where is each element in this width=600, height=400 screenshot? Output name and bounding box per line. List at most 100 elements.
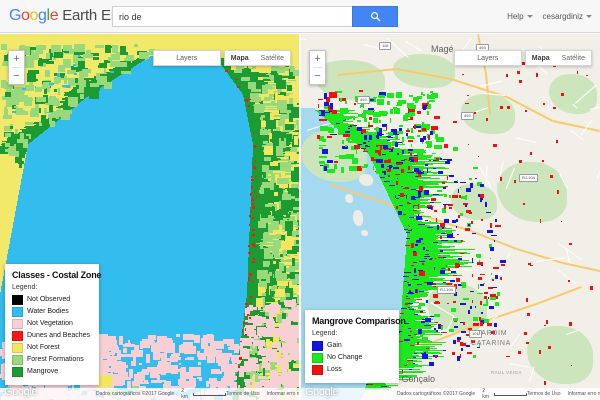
mangrove-cell [319,156,328,158]
raster-cell [53,76,61,84]
bay-water [301,258,408,259]
raster-cell [276,260,279,270]
raster-cell [110,71,127,72]
raster-cell [274,235,297,236]
highway-line [562,262,600,272]
zoom-out-button-right[interactable]: − [314,69,321,82]
raster-cell [125,54,134,62]
raster-cell [127,339,131,346]
report-error-link-right[interactable]: Informar erro no mapa [567,391,600,397]
mangrove-cell [416,216,423,221]
raster-cell [0,360,239,361]
raster-cell [157,374,160,382]
map-pane-left[interactable]: + − Layers Mapa Satélite Classes - Costa… [0,34,299,400]
mangrove-cell [407,284,411,287]
mangrove-cell [370,136,376,141]
mangrove-cell [453,240,457,242]
mangrove-gain-cell [424,258,428,259]
mangrove-gain-cell [408,230,412,231]
report-error-link-left[interactable]: Informar erro no mapa [266,391,299,397]
search-input[interactable] [112,6,352,27]
raster-cell [271,365,275,371]
raster-cell [102,86,238,87]
raster-cell [288,359,291,363]
raster-cell [262,175,274,178]
raster-cell [79,383,92,391]
raster-cell [279,293,291,302]
mangrove-cell [500,263,506,266]
raster-cell [283,95,289,104]
raster-cell [11,234,250,235]
raster-cell [235,383,247,384]
mangrove-cell [397,210,402,215]
bay-water [301,271,407,272]
road-line [509,334,520,348]
mangrove-cell [480,274,485,276]
mangrove-nochange-cell [407,234,436,235]
mangrove-gain-cell [387,137,394,138]
terms-link-left[interactable]: Termos de Uso [225,391,260,397]
raster-cell [262,367,278,368]
mangrove-nochange-cell [372,161,447,162]
mangrove-cell [423,104,426,110]
zoom-in-button-left[interactable]: + [13,52,20,65]
maptype-map-button-right[interactable]: Mapa [531,54,550,62]
account-menu[interactable]: cesargdiniz [543,12,592,21]
mangrove-loss-cell [495,295,498,299]
raster-cell [281,368,288,377]
maptype-satellite-button-left[interactable]: Satélite [260,54,284,62]
mangrove-loss-cell [506,105,510,110]
mangrove-cell [467,351,472,355]
raster-cell [198,361,202,365]
bay-water [301,263,407,264]
zoom-in-button-right[interactable]: + [314,52,321,65]
mangrove-nochange-cell [341,131,369,132]
raster-cell [276,145,284,156]
raster-cell [261,144,267,148]
layers-button-left[interactable]: Layers [152,50,221,66]
mangrove-cell [475,177,477,180]
help-menu[interactable]: Help [507,12,533,21]
legend-subtitle: Legend: [12,284,38,291]
mangrove-nochange-cell [387,193,428,194]
mangrove-cell [374,128,379,130]
map-pane-right[interactable]: 116 493 493 493 RJ-104 RJ-104 101 Magé JARDIM CAT… [301,34,600,400]
maptype-map-button-left[interactable]: Mapa [230,54,249,62]
mangrove-loss-cell [408,226,410,227]
mangrove-cell [343,125,349,127]
bay-water [301,191,389,192]
raster-cell [61,109,73,115]
zoom-out-button-left[interactable]: − [13,69,20,82]
raster-cell [75,106,246,107]
raster-cell [244,326,250,336]
raster-cell [108,368,120,372]
mangrove-nochange-cell [351,140,390,141]
raster-cell [115,78,232,79]
bay-water [301,109,317,110]
raster-cell [245,302,267,303]
raster-cell [250,200,285,201]
raster-cell [136,344,139,351]
mangrove-gain-cell [424,325,431,326]
raster-cell [17,138,24,144]
raster-cell [256,243,283,244]
raster-cell [271,322,282,328]
search-button[interactable] [352,6,398,27]
mangrove-cell [466,344,470,348]
mangrove-loss-cell [460,253,464,254]
raster-cell [283,256,288,261]
mangrove-gain-cell [405,296,409,297]
raster-cell [12,140,17,145]
raster-cell [245,306,247,309]
raster-cell [252,156,285,157]
mangrove-cell [394,108,401,114]
maptype-satellite-button-right[interactable]: Satélite [561,54,585,62]
terms-link-right[interactable]: Termos de Uso [526,391,561,397]
raster-cell [248,254,274,255]
raster-cell [99,88,239,89]
raster-cell [240,337,252,346]
raster-cell [218,359,230,366]
layers-button-right[interactable]: Layers [453,50,522,66]
raster-cell [236,374,254,375]
